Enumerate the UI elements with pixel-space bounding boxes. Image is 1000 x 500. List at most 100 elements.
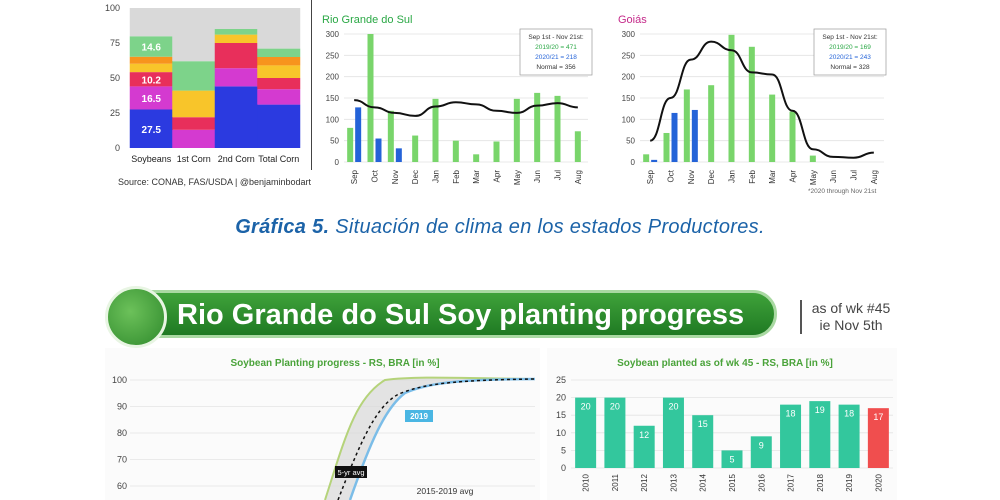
rgs-bar-2019 [513, 98, 520, 162]
stacked-segment [129, 36, 173, 57]
stacked-ytick: 75 [110, 38, 120, 48]
week45-bar-label: 19 [815, 405, 825, 415]
progress-ytick: 100 [112, 375, 127, 385]
week45-year-label: 2013 [669, 473, 678, 491]
goi-bar-2019 [809, 155, 816, 162]
figure-caption: Gráfica 5. Situación de clima en los est… [0, 216, 1000, 239]
week45-bar-label: 9 [759, 440, 764, 450]
week45-bar [838, 404, 860, 468]
goias-normal-line [649, 40, 874, 159]
week45-ytick: 20 [556, 393, 566, 403]
rgs-month-label: Apr [493, 170, 502, 183]
progress-band [325, 377, 535, 500]
rgs-title: Rio Grande do Sul [322, 14, 413, 26]
rgs-bar-2020 [395, 148, 402, 162]
rgs-month-label: Jul [554, 170, 563, 180]
stacked-segment [257, 65, 301, 78]
stacked-segment [172, 90, 216, 118]
goi-bar-2019 [663, 132, 670, 162]
week45-bar [750, 436, 772, 468]
rgs-month-label: Aug [574, 170, 583, 184]
week45-bar [633, 425, 655, 468]
divider [311, 0, 312, 170]
as-of-date: ie Nov 5th [819, 317, 883, 333]
goi-month-label: Jun [829, 170, 838, 183]
goi-month-label: Mar [768, 170, 777, 184]
goi-ytick: 250 [622, 51, 636, 60]
goi-bar-2020 [671, 112, 678, 162]
week45-year-label: 2017 [787, 473, 796, 491]
rgs-month-label: Oct [371, 169, 380, 182]
week45-ytick: 10 [556, 428, 566, 438]
rgs-bar-2020 [375, 138, 382, 162]
stacked-segment [214, 68, 258, 87]
label-2015-2019: 2015-2019 avg [417, 486, 474, 496]
label-2019-box [405, 410, 433, 422]
goias-rain-chart: Goiás 0 50 100 150 200 250 300 Sep Oct Nov Dec Jan F… [618, 14, 887, 195]
progress-ytick: 80 [117, 428, 127, 438]
rgs-bar-2019 [412, 135, 419, 162]
source-note: Source: CONAB, FAS/USDA | @benjaminbodar… [118, 177, 312, 187]
rgs-bar-2019 [493, 141, 500, 162]
rgs-month-label: Feb [452, 169, 461, 183]
week45-title: Soybean planted as of wk 45 - RS, BRA [i… [617, 358, 833, 369]
rgs-bar-2019 [534, 92, 541, 162]
week45-bar-label: 20 [581, 402, 591, 412]
week45-ytick: 15 [556, 410, 566, 420]
planting-progress-panel [105, 348, 540, 500]
goias-legend-2019: 2019/20 = 169 [829, 44, 871, 51]
goi-ytick: 100 [622, 115, 636, 124]
stacked-segment [257, 78, 301, 90]
goi-month-label: Nov [687, 170, 696, 184]
week45-ytick: 0 [561, 463, 566, 473]
label-5yr-avg: 5-yr avg [337, 468, 364, 477]
rgs-bar-2019 [554, 95, 561, 162]
rgs-ytick: 0 [335, 158, 340, 167]
stacked-category-label: Total Corn [258, 154, 299, 164]
stacked-ytick: 25 [110, 108, 120, 118]
rgs-bar-2019 [347, 127, 354, 162]
label-avg-box [335, 466, 367, 478]
week45-bar [575, 397, 597, 468]
week45-year-label: 2010 [582, 473, 591, 491]
stacked-ytick: 100 [105, 3, 120, 13]
rgs-bar-2019 [574, 131, 581, 162]
rgs-normal-line [354, 99, 578, 117]
rgs-rain-chart: Rio Grande do Sul 0 50 100 150 200 250 300 Sep O… [322, 14, 593, 185]
week45-year-label: 2014 [699, 473, 708, 491]
goias-legend-normal: Normal = 328 [830, 64, 870, 71]
goias-legend-head: Sep 1st - Nov 21st: [822, 34, 877, 41]
goi-month-label: Aug [870, 170, 879, 184]
stacked-data-label: 10.2 [142, 75, 162, 86]
goi-ytick: 50 [626, 137, 635, 146]
rgs-bar-2019 [473, 154, 480, 162]
week45-year-label: 2018 [816, 473, 825, 491]
goi-month-label: Dec [707, 170, 716, 184]
stacked-ytick: 0 [115, 143, 120, 153]
stacked-segment [129, 63, 173, 73]
progress-ytick: 60 [117, 481, 127, 491]
goi-ytick: 200 [622, 73, 636, 82]
stacked-segment [257, 57, 301, 66]
stacked-segment [172, 129, 216, 148]
caption-text: Situación de clima en los estados Produc… [335, 216, 765, 238]
goi-bar-2019 [643, 154, 650, 162]
stacked-segment [257, 48, 301, 57]
rgs-legend: Sep 1st - Nov 21st: 2019/20 = 471 2020/2… [519, 28, 593, 76]
week45-bar [809, 401, 831, 468]
stacked-segment [257, 89, 301, 105]
goi-month-label: Feb [748, 169, 757, 183]
rgs-ytick: 300 [326, 30, 340, 39]
stacked-segment [129, 72, 173, 87]
rgs-ytick: 250 [326, 51, 340, 60]
soybean-leaf-icon [105, 286, 167, 348]
rgs-month-label: Mar [472, 170, 481, 184]
week45-bar [604, 397, 626, 468]
stacked-category-label: Soybeans [131, 154, 172, 164]
rgs-ytick: 100 [326, 115, 340, 124]
progress-upper-line [324, 376, 536, 500]
goi-bar-2019 [748, 46, 755, 162]
stacked-segment [172, 117, 216, 130]
goi-bar-2019 [708, 85, 715, 162]
goias-legend: Sep 1st - Nov 21st: 2019/20 = 169 2020/2… [813, 28, 887, 76]
